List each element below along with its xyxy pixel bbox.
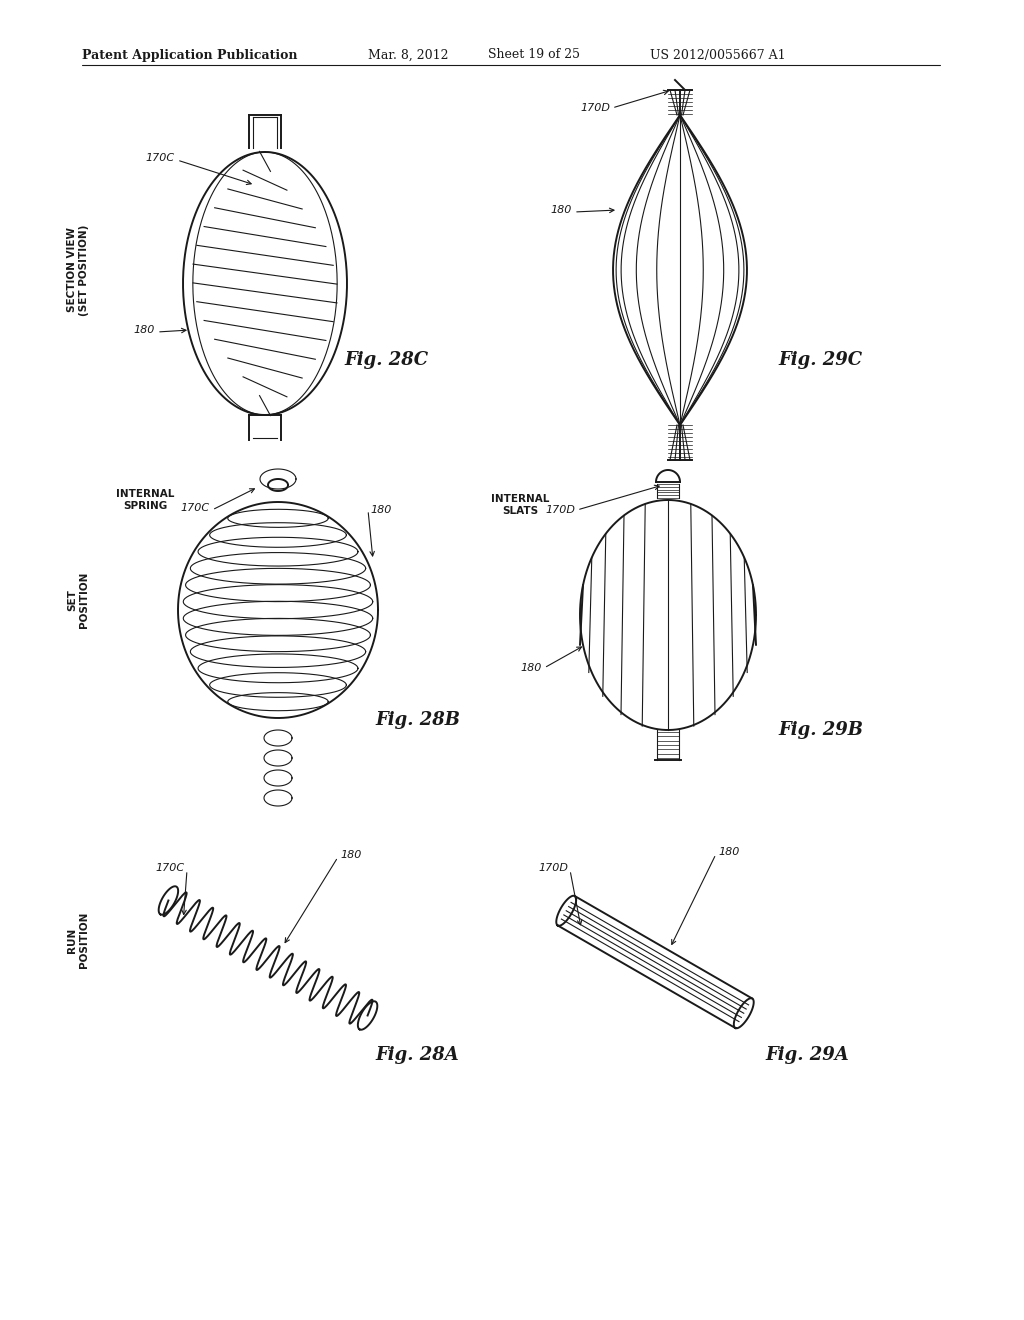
Text: 180: 180 — [340, 850, 361, 861]
Text: 170C: 170C — [181, 503, 210, 513]
Text: Mar. 8, 2012: Mar. 8, 2012 — [368, 49, 449, 62]
Text: 170D: 170D — [545, 506, 575, 515]
Text: 180: 180 — [520, 663, 542, 673]
Text: Fig. 28C: Fig. 28C — [344, 351, 428, 370]
Text: RUN
POSITION: RUN POSITION — [68, 912, 89, 968]
Text: SET
POSITION: SET POSITION — [68, 572, 89, 628]
Text: SECTION VIEW
(SET POSITION): SECTION VIEW (SET POSITION) — [68, 224, 89, 315]
Text: Sheet 19 of 25: Sheet 19 of 25 — [488, 49, 580, 62]
Text: INTERNAL
SPRING: INTERNAL SPRING — [116, 490, 174, 511]
Text: Fig. 28A: Fig. 28A — [375, 1045, 459, 1064]
Text: US 2012/0055667 A1: US 2012/0055667 A1 — [650, 49, 785, 62]
Text: 170C: 170C — [156, 863, 185, 873]
Text: Fig. 29B: Fig. 29B — [778, 721, 863, 739]
Text: 170D: 170D — [580, 103, 610, 114]
Text: Fig. 29A: Fig. 29A — [765, 1045, 849, 1064]
Text: 170C: 170C — [145, 153, 175, 162]
Text: 180: 180 — [370, 506, 391, 515]
Text: Fig. 29C: Fig. 29C — [778, 351, 862, 370]
Text: Patent Application Publication: Patent Application Publication — [82, 49, 298, 62]
Text: Fig. 28B: Fig. 28B — [375, 711, 460, 729]
Text: 180: 180 — [718, 847, 739, 857]
Text: 180: 180 — [551, 205, 572, 215]
Text: 180: 180 — [133, 325, 155, 335]
Text: INTERNAL
SLATS: INTERNAL SLATS — [490, 494, 549, 516]
Text: 170D: 170D — [538, 863, 568, 873]
